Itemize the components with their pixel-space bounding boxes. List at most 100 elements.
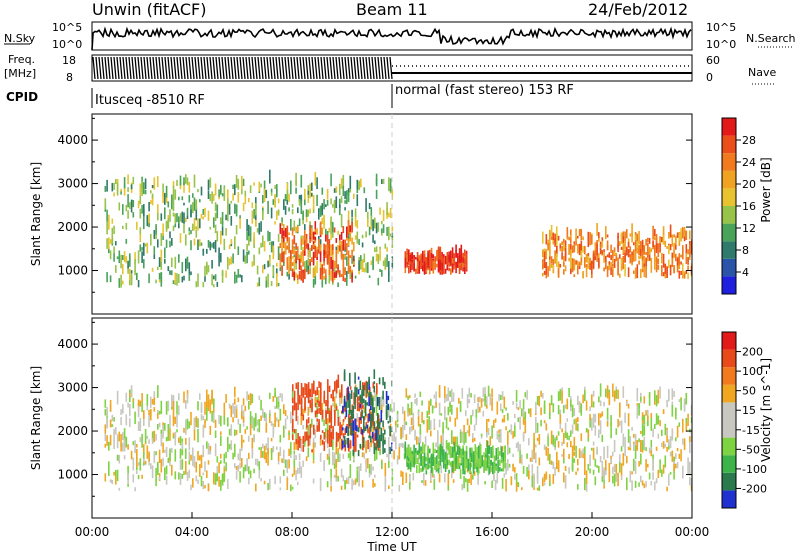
scatter-cell — [438, 392, 441, 398]
scatter-cell — [239, 274, 241, 278]
scatter-cell — [109, 479, 112, 483]
scatter-cell — [330, 485, 332, 492]
scatter-cell — [188, 227, 191, 232]
scatter-cell — [199, 393, 201, 400]
scatter-cell — [218, 189, 220, 197]
scatter-cell — [106, 221, 108, 235]
scatter-cell — [584, 477, 586, 491]
scatter-cell — [335, 431, 338, 437]
scatter-cell — [160, 258, 163, 270]
scatter-cell — [227, 417, 229, 427]
scatter-cell — [596, 223, 598, 236]
scatter-cell — [300, 415, 303, 423]
scatter-cell — [388, 437, 390, 450]
scatter-cell — [570, 243, 572, 250]
scatter-cell — [366, 381, 369, 394]
scatter-cell — [617, 472, 619, 487]
scatter-cell — [682, 270, 684, 277]
scatter-cell — [402, 406, 404, 414]
scatter-cell — [172, 415, 175, 427]
scatter-cell — [179, 233, 182, 243]
scatter-cell — [482, 410, 485, 417]
scatter-cell — [598, 396, 600, 403]
scatter-cell — [334, 411, 336, 415]
scatter-cell — [403, 421, 406, 430]
scatter-cell — [251, 202, 254, 209]
scatter-cell — [622, 236, 625, 248]
scatter-cell — [359, 443, 362, 449]
scatter-cell — [127, 260, 129, 269]
scatter-cell — [339, 183, 341, 196]
scatter-cell — [178, 405, 180, 416]
scatter-cell — [603, 249, 605, 252]
scatter-cell — [505, 479, 507, 492]
scatter-cell — [169, 209, 171, 222]
scatter-cell — [239, 448, 241, 462]
scatter-cell — [396, 414, 399, 420]
scatter-cell — [279, 408, 282, 421]
scatter-cell — [361, 480, 364, 488]
scatter-cell — [388, 261, 390, 275]
scatter-cell — [381, 396, 383, 407]
scatter-cell — [643, 415, 646, 425]
scatter-cell — [378, 397, 381, 410]
scatter-cell — [125, 392, 128, 402]
scatter-cell — [302, 414, 305, 421]
scatter-cell — [127, 210, 129, 219]
scatter-cell — [479, 406, 481, 413]
scatter-cell — [144, 428, 147, 443]
scatter-cell — [354, 275, 357, 279]
scatter-cell — [452, 479, 455, 483]
scatter-cell — [169, 449, 171, 460]
scatter-cell — [239, 218, 241, 229]
scatter-cell — [283, 223, 285, 237]
scatter-cell — [302, 460, 304, 467]
scatter-cell — [344, 416, 347, 420]
scatter-cell — [139, 458, 142, 471]
velocity-ylabel: Slant Range [km] — [29, 366, 43, 470]
scatter-cell — [337, 451, 339, 463]
scatter-cell — [176, 213, 178, 223]
scatter-cell — [311, 227, 313, 242]
scatter-cell — [584, 454, 586, 468]
scatter-cell — [347, 476, 350, 485]
scatter-cell — [347, 192, 350, 202]
scatter-cell — [172, 198, 175, 212]
scatter-cell — [167, 218, 170, 229]
scatter-cell — [332, 431, 334, 440]
scatter-cell — [451, 460, 454, 466]
scatter-cell — [214, 430, 217, 438]
scatter-cell — [234, 429, 236, 436]
scatter-cell — [318, 408, 320, 414]
scatter-cell — [587, 429, 590, 438]
scatter-cell — [455, 457, 457, 469]
scatter-cell — [577, 458, 579, 466]
scatter-cell — [295, 408, 298, 415]
scatter-cell — [599, 383, 602, 397]
scatter-cell — [372, 466, 374, 471]
scatter-cell — [104, 409, 107, 416]
colorbar-swatch — [722, 455, 736, 473]
scatter-cell — [213, 217, 215, 228]
scatter-cell — [321, 227, 324, 235]
scatter-cell — [258, 181, 261, 192]
scatter-cell — [508, 429, 511, 433]
scatter-cell — [186, 418, 189, 430]
scatter-cell — [363, 399, 366, 409]
scatter-cell — [157, 461, 159, 475]
scatter-cell — [183, 221, 185, 234]
scatter-cell — [206, 470, 208, 478]
scatter-cell — [274, 185, 276, 189]
scatter-cell — [122, 280, 124, 285]
scatter-cell — [424, 436, 427, 447]
scatter-cell — [206, 261, 208, 275]
scatter-cell — [146, 445, 149, 459]
scatter-cell — [279, 476, 282, 484]
velocity-heatmap — [104, 369, 693, 492]
scatter-cell — [241, 458, 243, 468]
scatter-cell — [172, 407, 175, 420]
scatter-cell — [118, 454, 121, 464]
scatter-cell — [181, 211, 184, 223]
scatter-cell — [613, 464, 616, 472]
scatter-cell — [314, 246, 317, 258]
